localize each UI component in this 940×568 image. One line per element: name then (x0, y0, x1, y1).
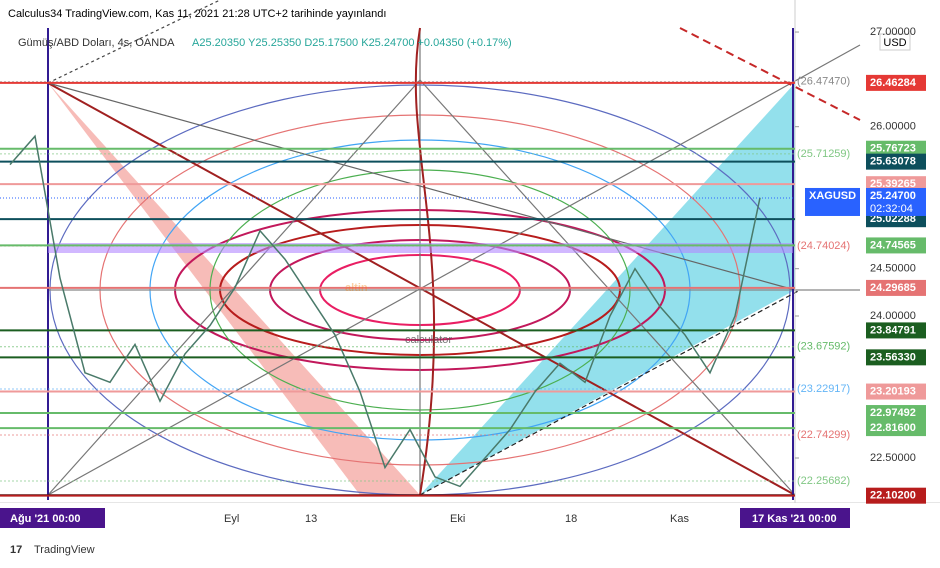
price-badge-label: 25.02288 (870, 213, 916, 225)
price-badge-label: 24.74565 (870, 239, 916, 251)
price-badge (866, 487, 926, 504)
price-badge-label: 26.46284 (870, 77, 917, 89)
level-label: (22.74299) (797, 429, 850, 441)
time-label: Eyl (224, 513, 239, 525)
legend-ohlc: A25.20350 Y25.25350 D25.17500 K25.24700 … (192, 37, 512, 49)
y-tick-label: 26.00000 (870, 121, 916, 133)
y-tick-label: 24.00000 (870, 310, 916, 322)
price-badge (866, 140, 926, 157)
current-symbol: XAGUSD (809, 190, 856, 202)
level-label: (23.67592) (797, 341, 850, 353)
footer-logo: 17 (10, 544, 22, 556)
price-badge (866, 153, 926, 170)
legend-symbol: Gümüş/ABD Doları, 4s, OANDA (18, 37, 175, 49)
price-badge-label: 24.29685 (870, 282, 916, 294)
y-tick-label: 24.50000 (870, 263, 916, 275)
price-badge (866, 420, 926, 437)
countdown: 02:32:04 (870, 203, 913, 215)
price-badge-label: 23.56330 (870, 351, 916, 363)
time-label: Kas (670, 513, 689, 525)
level-label: (22.25682) (797, 475, 850, 487)
time-label: 18 (565, 513, 577, 525)
time-badge (740, 508, 850, 528)
time-label: 13 (305, 513, 317, 525)
price-badge-label: 22.10200 (870, 490, 916, 502)
price-badge (866, 349, 926, 366)
price-badge (866, 405, 926, 422)
price-badge-label: 23.84791 (870, 324, 916, 336)
price-badge-label: 22.81600 (870, 422, 916, 434)
current-price-badge (805, 187, 860, 216)
time-label: Ağu '21 00:00 (10, 513, 80, 525)
price-badge (866, 383, 926, 400)
level-label: (24.74024) (797, 240, 850, 252)
y-tick-label: 22.50000 (870, 452, 916, 464)
time-label: 17 Kas '21 00:00 (752, 513, 837, 525)
y-tick-label: 27.00000 (870, 26, 916, 38)
price-badge (866, 279, 926, 296)
header-title: Calculus34 TradingView.com, Kas 11, 2021… (8, 8, 386, 20)
level-label: (26.47470) (797, 76, 850, 88)
price-badge-label: 25.76723 (870, 143, 916, 155)
currency-box (879, 33, 911, 51)
price-badge-label: 25.39265 (870, 178, 916, 190)
time-label: Eki (450, 513, 465, 525)
price-badge-label: 22.97492 (870, 407, 916, 419)
currency: USD (883, 37, 906, 49)
watermark-text: calculator (405, 334, 452, 346)
footer: TradingView (34, 544, 95, 556)
price-badge (866, 237, 926, 254)
time-badge (0, 508, 105, 528)
price-badge-label: 25.63078 (870, 156, 916, 168)
price-badge (866, 322, 926, 339)
price-line (9, 134, 761, 488)
level-label: (25.71259) (797, 148, 850, 160)
current-price-value-badge (866, 187, 926, 216)
level-label: (23.22917) (797, 383, 850, 395)
price-badge-label: 23.20193 (870, 385, 916, 397)
price-badge (866, 74, 926, 91)
current-price-label: 25.24700 (870, 190, 916, 202)
watermark-logo: altin (345, 282, 368, 294)
